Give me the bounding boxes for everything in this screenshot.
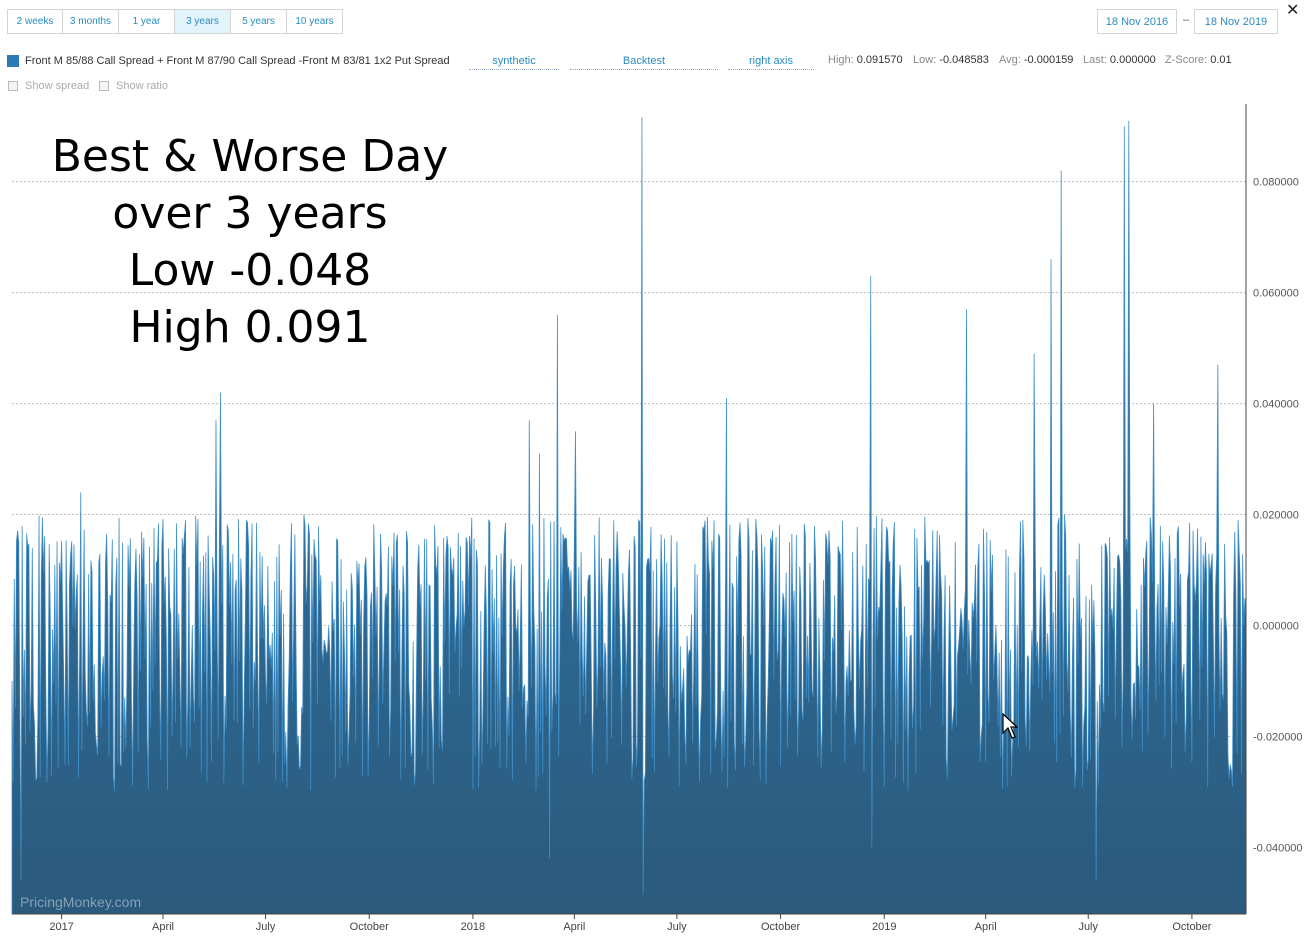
y-tick-label: 0.060000 — [1253, 288, 1299, 300]
stat-last-value: 0.000000 — [1109, 54, 1156, 66]
range-button-5-years[interactable]: 5 years — [230, 9, 287, 34]
x-tick-label: 2019 — [872, 921, 896, 933]
y-tick-label: 0.000000 — [1253, 621, 1299, 633]
range-button-10-years[interactable]: 10 years — [286, 9, 343, 34]
stat-last-label: Last: — [1083, 54, 1107, 66]
series-area — [11, 117, 1247, 915]
x-tick-label: April — [975, 921, 997, 933]
x-tick-label: October — [350, 921, 389, 933]
watermark: PricingMonkey.com — [20, 894, 142, 910]
show-ratio-checkbox[interactable]: Show ratio — [99, 80, 168, 92]
date-to-field[interactable]: 18 Nov 2019 — [1194, 9, 1278, 34]
y-tick-label: -0.040000 — [1253, 842, 1303, 854]
y-tick-label: 0.080000 — [1253, 177, 1299, 189]
date-separator: – — [1183, 14, 1190, 26]
stat-zscore-value: 0.01 — [1210, 54, 1232, 66]
stat-high-value: 0.091570 — [856, 54, 903, 66]
checkbox-box[interactable] — [99, 81, 109, 91]
annotation-line-1: Best & Worse Day — [51, 131, 449, 182]
show-spread-label: Show spread — [25, 80, 90, 92]
show-ratio-label: Show ratio — [116, 80, 168, 92]
stat-zscore-label: Z-Score: — [1165, 54, 1208, 66]
range-selector: 2 weeks 3 months 1 year 3 years 5 years … — [7, 9, 343, 34]
x-tick-label: October — [1172, 921, 1211, 933]
close-icon[interactable]: ✕ — [1286, 2, 1300, 19]
y-tick-label: 0.020000 — [1253, 510, 1299, 522]
stat-avg-label: Avg: — [999, 54, 1021, 66]
y-tick-label: 0.040000 — [1253, 399, 1299, 411]
stat-high: High: 0.091570 — [828, 54, 903, 66]
range-button-3-months[interactable]: 3 months — [62, 9, 119, 34]
stat-high-label: High: — [828, 54, 854, 66]
x-tick-label: October — [761, 921, 800, 933]
x-tick-label: July — [256, 921, 276, 933]
series-color-swatch[interactable] — [7, 55, 19, 67]
source-dropdown[interactable]: Backtest — [570, 53, 718, 70]
y-tick-label: -0.020000 — [1253, 731, 1303, 743]
x-tick-label: July — [1078, 921, 1098, 933]
stat-avg-value: -0.000159 — [1023, 54, 1074, 66]
show-spread-checkbox[interactable]: Show spread — [8, 80, 89, 92]
annotation-line-4: High 0.091 — [129, 302, 371, 353]
annotation-line-2: over 3 years — [112, 188, 388, 239]
date-from-field[interactable]: 18 Nov 2016 — [1097, 9, 1177, 34]
stat-low-label: Low: — [913, 54, 937, 66]
stat-zscore: Z-Score: 0.01 — [1165, 54, 1232, 66]
series-layer — [11, 117, 1247, 915]
x-tick-label: 2017 — [49, 921, 73, 933]
stat-low-value: -0.048583 — [939, 54, 989, 66]
annotation-line-3: Low -0.048 — [128, 245, 372, 296]
x-tick-label: April — [563, 921, 585, 933]
annotation-text: Best & Worse Day over 3 years Low -0.048… — [40, 128, 460, 356]
x-tick-label: April — [152, 921, 174, 933]
stat-low: Low: -0.048583 — [913, 54, 989, 66]
axes: 0.080000 0.060000 0.040000 0.020000 0.000000… — [12, 104, 1303, 933]
mode-dropdown[interactable]: synthetic — [469, 53, 559, 70]
range-button-2-weeks[interactable]: 2 weeks — [7, 9, 63, 34]
checkbox-box[interactable] — [8, 81, 18, 91]
x-tick-label: 2018 — [461, 921, 485, 933]
axis-dropdown[interactable]: right axis — [728, 53, 814, 70]
series-name: Front M 85/88 Call Spread + Front M 87/9… — [25, 55, 450, 67]
x-tick-label: July — [667, 921, 687, 933]
stat-avg: Avg: -0.000159 — [999, 54, 1073, 66]
stat-last: Last: 0.000000 — [1083, 54, 1156, 66]
series-legend: Front M 85/88 Call Spread + Front M 87/9… — [7, 53, 450, 69]
mouse-cursor-icon — [1002, 713, 1018, 739]
